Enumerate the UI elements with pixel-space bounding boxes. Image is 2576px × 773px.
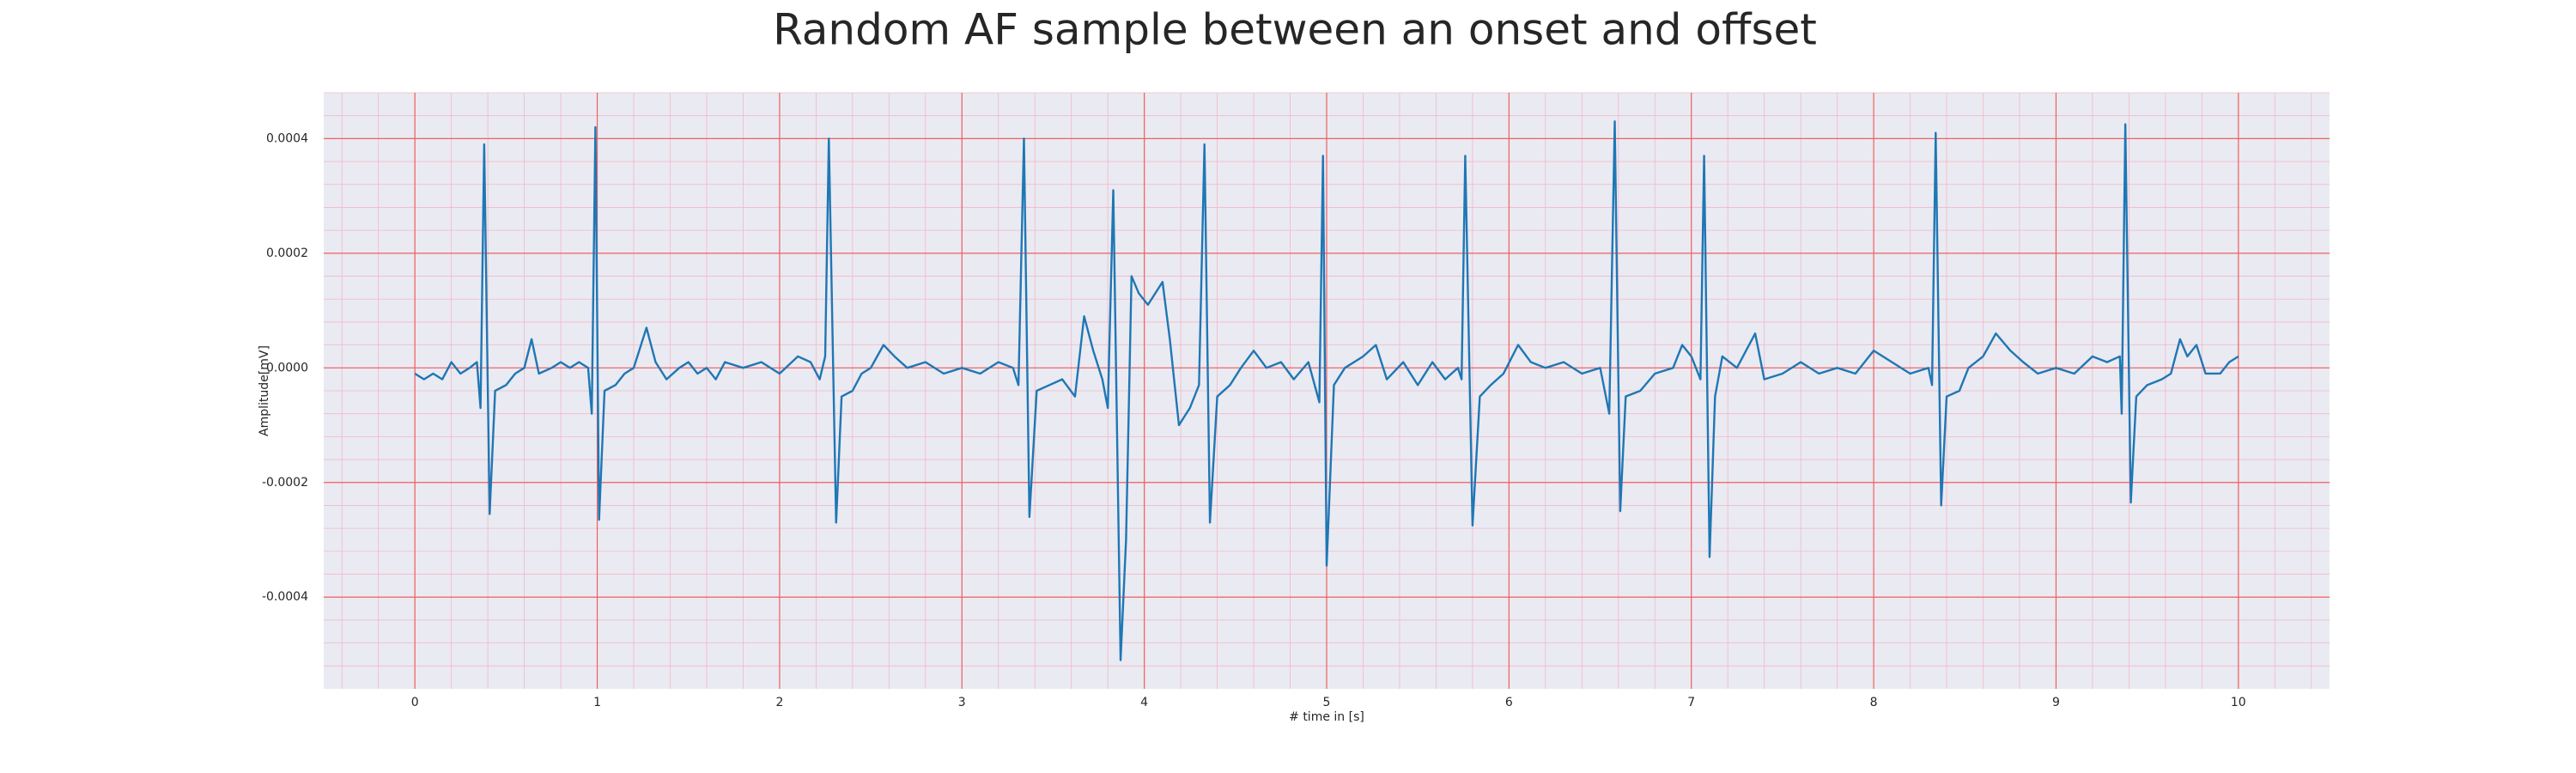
x-tick-label: 7 — [1687, 696, 1695, 709]
x-axis-label: # time in [s] — [1289, 710, 1364, 724]
x-tick-label: 1 — [593, 696, 601, 709]
y-tick-label: 0.0000 — [266, 361, 308, 374]
y-axis-label: Amplitude[mV] — [258, 345, 271, 436]
x-tick-label: 8 — [1870, 696, 1878, 709]
y-tick-label: 0.0002 — [266, 247, 308, 260]
x-tick-label: 5 — [1323, 696, 1331, 709]
x-tick-label: 2 — [775, 696, 783, 709]
plot-marks — [414, 120, 2239, 661]
y-tick-label: -0.0004 — [262, 590, 308, 604]
x-tick-label: 0 — [411, 696, 419, 709]
x-tick-label: 10 — [2231, 696, 2246, 709]
y-tick-label: -0.0002 — [262, 476, 308, 490]
y-tick-label: 0.0004 — [266, 131, 308, 145]
x-tick-label: 6 — [1505, 696, 1513, 709]
x-tick-label: 3 — [958, 696, 966, 709]
x-tick-label: 4 — [1140, 696, 1148, 709]
major-grid — [324, 93, 2330, 689]
chart-title: Random AF sample between an onset and of… — [773, 5, 1817, 55]
ecg-line — [414, 120, 2239, 661]
x-tick-label: 9 — [2052, 696, 2060, 709]
